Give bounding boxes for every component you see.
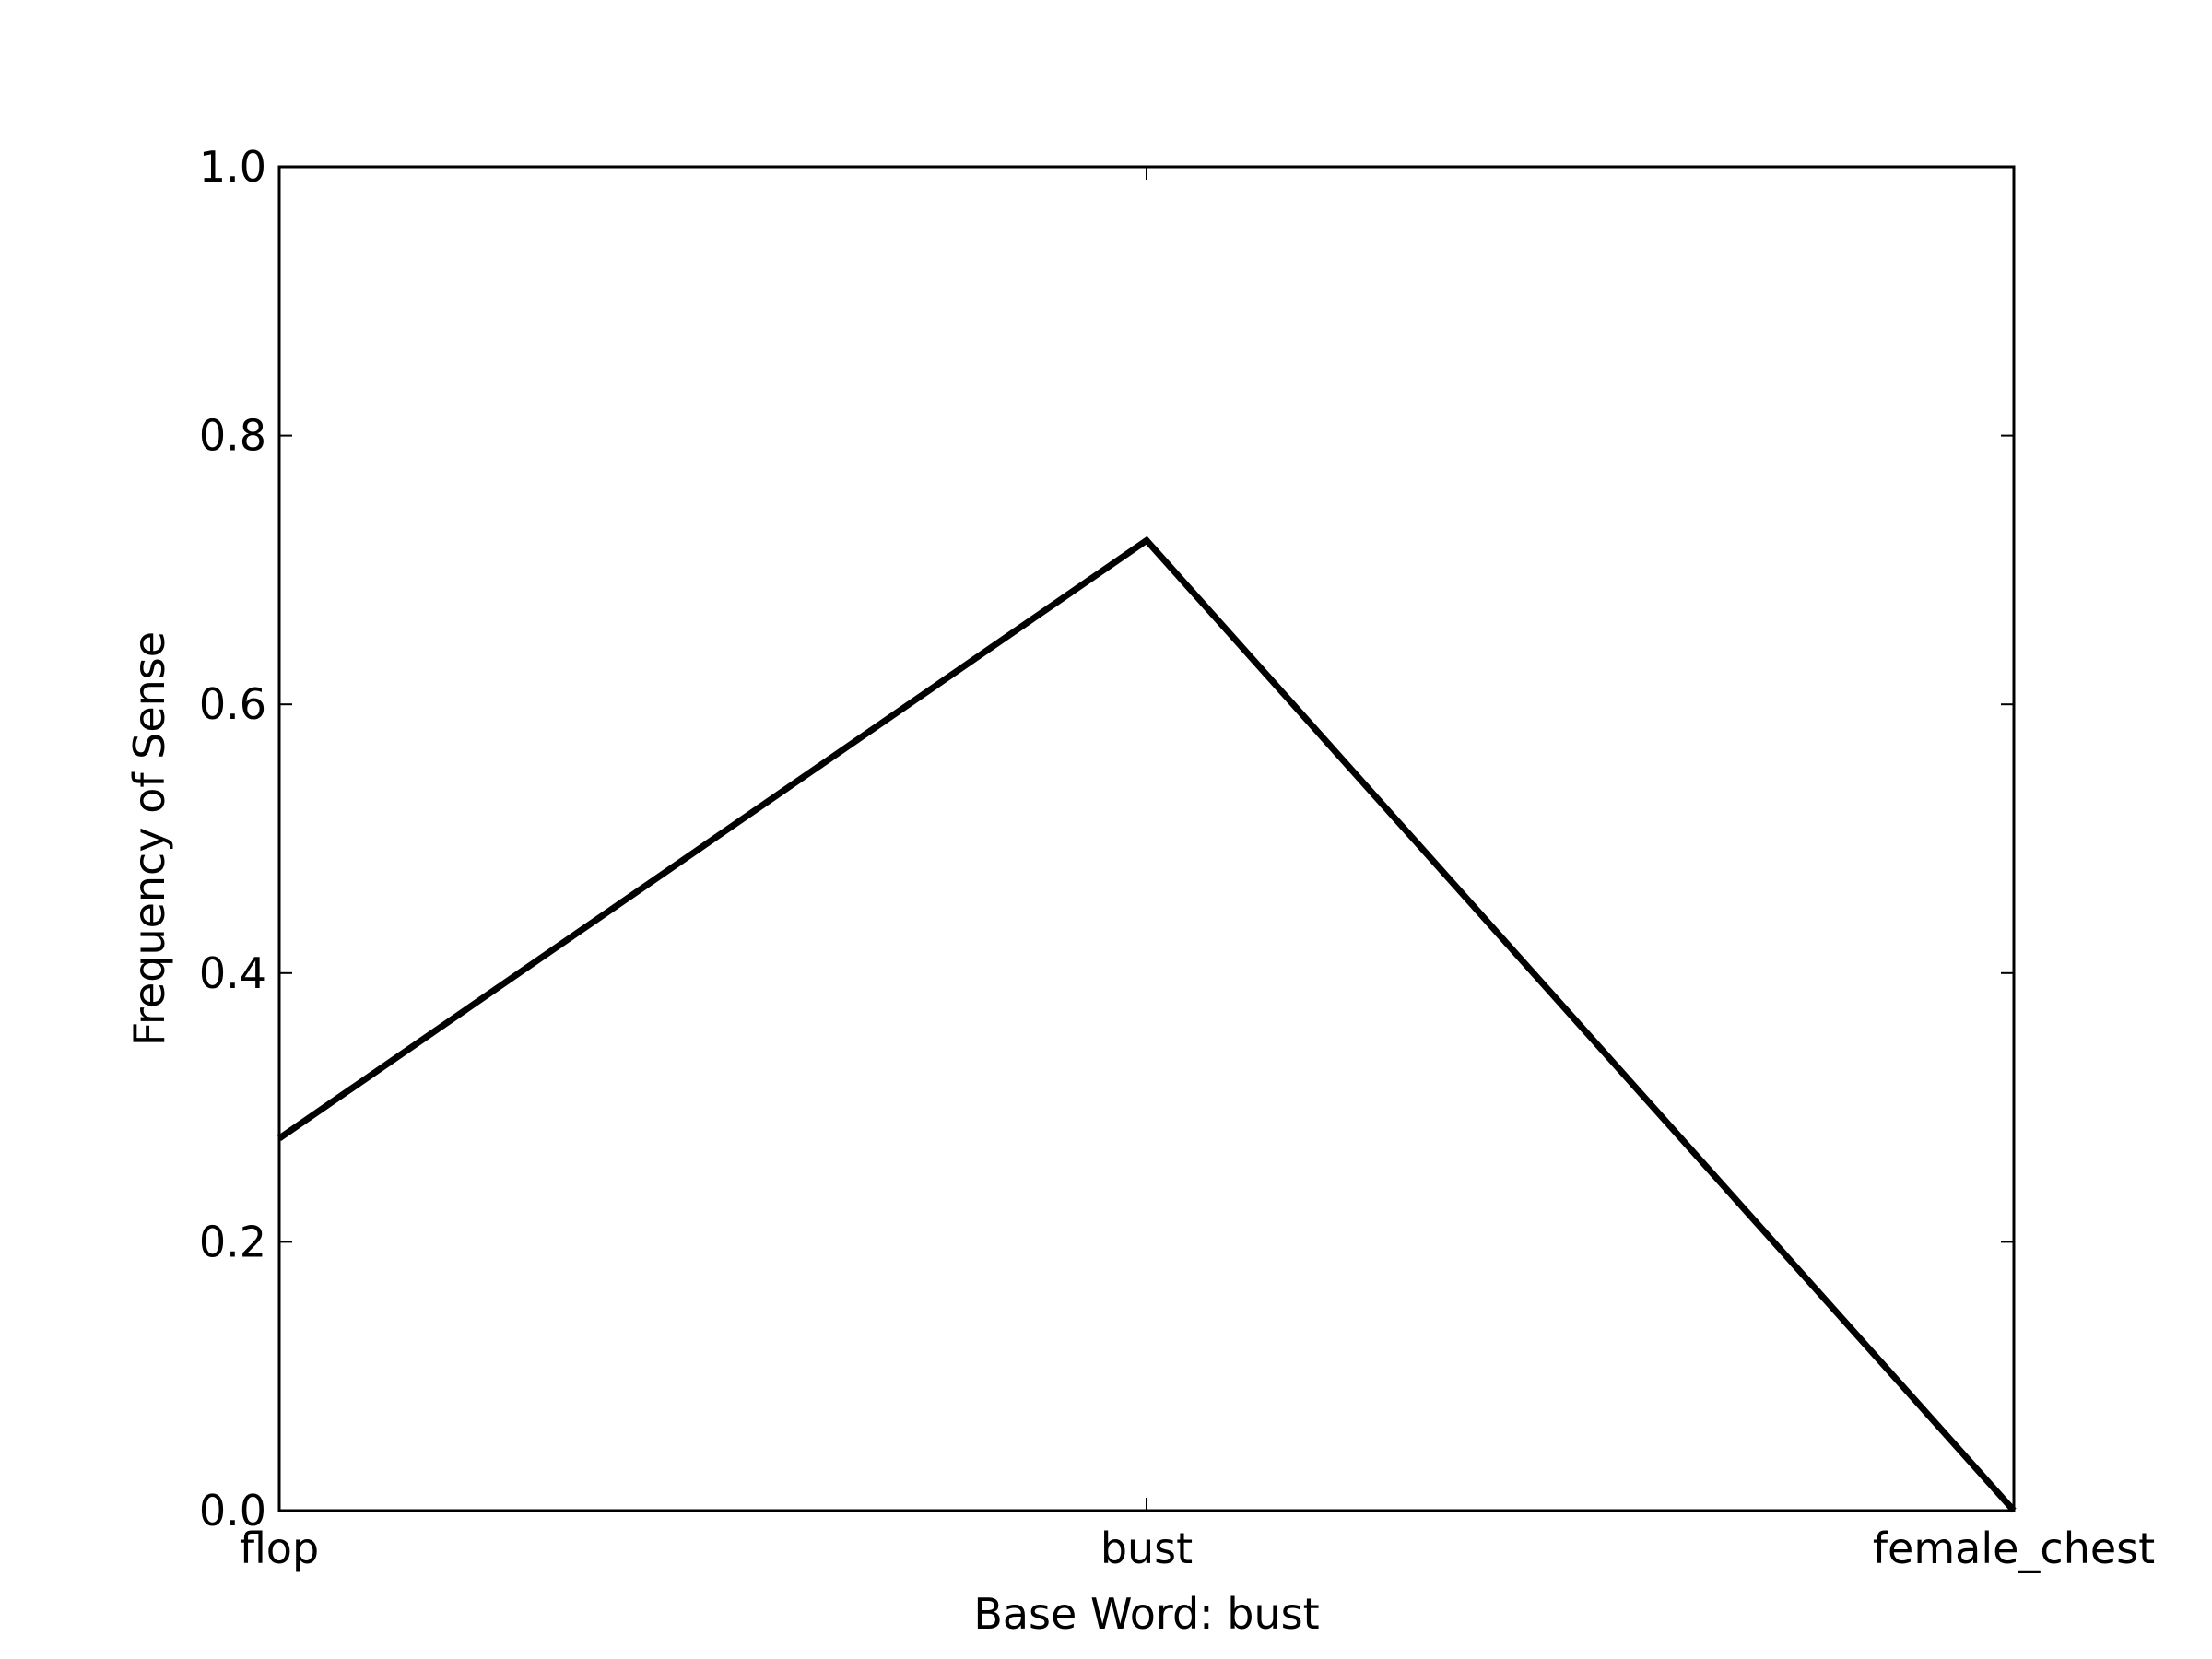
x-tick-label: flop xyxy=(240,1524,319,1573)
y-tick-label: 0.6 xyxy=(199,679,266,729)
y-tick-label: 1.0 xyxy=(199,142,266,192)
y-tick-label: 0.0 xyxy=(199,1486,266,1535)
x-tick-label: female_chest xyxy=(1873,1524,2155,1573)
y-tick-label: 0.2 xyxy=(199,1217,266,1266)
x-axis-label: Base Word: bust xyxy=(973,1589,1319,1639)
x-tick-label: bust xyxy=(1100,1524,1193,1573)
plot-frame xyxy=(277,165,2016,1512)
y-tick-label: 0.4 xyxy=(199,948,266,998)
y-tick-labels: 0.0 0.2 0.4 0.6 0.8 1.0 xyxy=(199,142,266,1535)
y-tick-label: 0.8 xyxy=(199,411,266,461)
series-line xyxy=(277,535,2017,1513)
y-axis-label: Frequency of Sense xyxy=(124,631,174,1046)
series-lines xyxy=(277,535,2017,1513)
x-tick-labels: flop bust female_chest xyxy=(240,1524,2155,1573)
